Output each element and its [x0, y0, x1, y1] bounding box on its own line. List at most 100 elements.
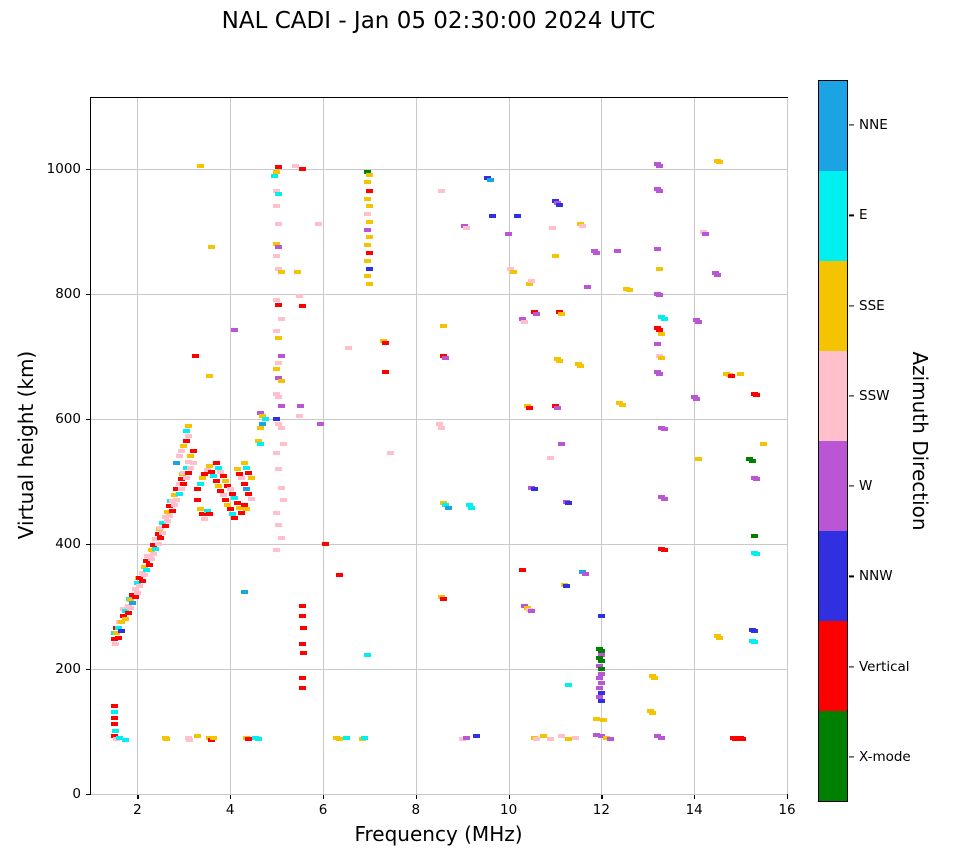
scatter-point: [751, 533, 759, 538]
scatter-point: [556, 202, 564, 207]
scatter-point: [166, 504, 174, 509]
scatter-point: [463, 226, 471, 231]
scatter-point: [275, 466, 283, 471]
scatter-point: [655, 188, 663, 193]
scatter-point: [435, 421, 443, 426]
y-tick-mark: [86, 418, 91, 420]
scatter-point: [597, 659, 605, 664]
scatter-point: [299, 651, 307, 656]
x-tick-label: 16: [778, 802, 796, 818]
scatter-point: [296, 413, 304, 418]
colorbar-tick-label: E: [859, 207, 868, 224]
scatter-point: [363, 180, 371, 185]
scatter-point: [189, 460, 197, 465]
x-tick-mark: [230, 794, 232, 799]
scatter-point: [437, 188, 445, 193]
scatter-point: [186, 737, 194, 742]
gridline-vertical: [508, 98, 510, 794]
scatter-point: [189, 448, 197, 453]
scatter-point: [298, 613, 306, 618]
scatter-point: [553, 406, 561, 411]
x-tick-mark: [137, 794, 139, 799]
scatter-point: [597, 690, 605, 695]
scatter-point: [240, 460, 248, 465]
scatter-point: [602, 735, 610, 740]
scatter-point: [702, 232, 710, 237]
scatter-point: [205, 511, 213, 516]
scatter-point: [240, 482, 248, 487]
scatter-point: [275, 191, 283, 196]
scatter-point: [298, 641, 306, 646]
scatter-point: [551, 254, 559, 259]
scatter-point: [363, 227, 371, 232]
colorbar-segment-e: [819, 171, 847, 261]
scatter-point: [256, 426, 264, 431]
scatter-point: [382, 340, 390, 345]
scatter-point: [196, 482, 204, 487]
scatter-point: [247, 476, 255, 481]
scatter-point: [124, 610, 132, 615]
scatter-point: [273, 391, 281, 396]
scatter-point: [277, 404, 285, 409]
scatter-point: [528, 609, 536, 614]
scatter-point: [182, 465, 190, 470]
colorbar-segment-w: [819, 441, 847, 531]
scatter-point: [365, 282, 373, 287]
scatter-point: [198, 511, 206, 516]
x-tick-mark: [415, 794, 417, 799]
scatter-point: [488, 213, 496, 218]
scatter-point: [579, 224, 587, 229]
scatter-point: [191, 354, 199, 359]
scatter-point: [298, 304, 306, 309]
scatter-point: [277, 316, 285, 321]
scatter-point: [259, 421, 267, 426]
scatter-point: [593, 251, 601, 256]
scatter-point: [600, 718, 608, 723]
scatter-point: [256, 410, 264, 415]
colorbar-tick-label: SSW: [859, 387, 890, 404]
scatter-point: [577, 363, 585, 368]
scatter-point: [136, 584, 144, 589]
scatter-point: [695, 457, 703, 462]
scatter-point: [115, 635, 123, 640]
scatter-point: [229, 511, 237, 516]
scatter-point: [660, 427, 668, 432]
scatter-point: [201, 516, 209, 521]
scatter-point: [525, 282, 533, 287]
scatter-point: [440, 596, 448, 601]
scatter-point: [275, 376, 283, 381]
gridline-vertical: [137, 98, 139, 794]
scatter-point: [273, 169, 281, 174]
scatter-point: [152, 537, 160, 542]
scatter-point: [753, 393, 761, 398]
scatter-point: [273, 366, 281, 371]
scatter-point: [150, 551, 158, 556]
scatter-point: [275, 360, 283, 365]
scatter-point: [444, 505, 452, 510]
scatter-point: [177, 449, 185, 454]
scatter-point: [365, 188, 373, 193]
scatter-point: [242, 507, 250, 512]
gridline-horizontal: [91, 168, 787, 170]
scatter-point: [182, 439, 190, 444]
scatter-point: [254, 736, 262, 741]
scatter-point: [363, 653, 371, 658]
scatter-point: [212, 479, 220, 484]
scatter-point: [317, 421, 325, 426]
scatter-point: [658, 332, 666, 337]
scatter-point: [607, 736, 615, 741]
scatter-point: [224, 483, 232, 488]
scatter-point: [472, 734, 480, 739]
scatter-point: [382, 369, 390, 374]
gridline-horizontal: [91, 543, 787, 545]
scatter-point: [117, 629, 125, 634]
scatter-point: [753, 552, 761, 557]
x-tick-label: 4: [225, 802, 235, 818]
colorbar-tick-mark: [849, 124, 854, 126]
scatter-point: [465, 503, 473, 508]
scatter-point: [261, 416, 269, 421]
scatter-point: [614, 249, 622, 254]
colorbar-tick-label: Vertical: [859, 658, 910, 675]
scatter-point: [653, 246, 661, 251]
scatter-point: [157, 535, 165, 540]
